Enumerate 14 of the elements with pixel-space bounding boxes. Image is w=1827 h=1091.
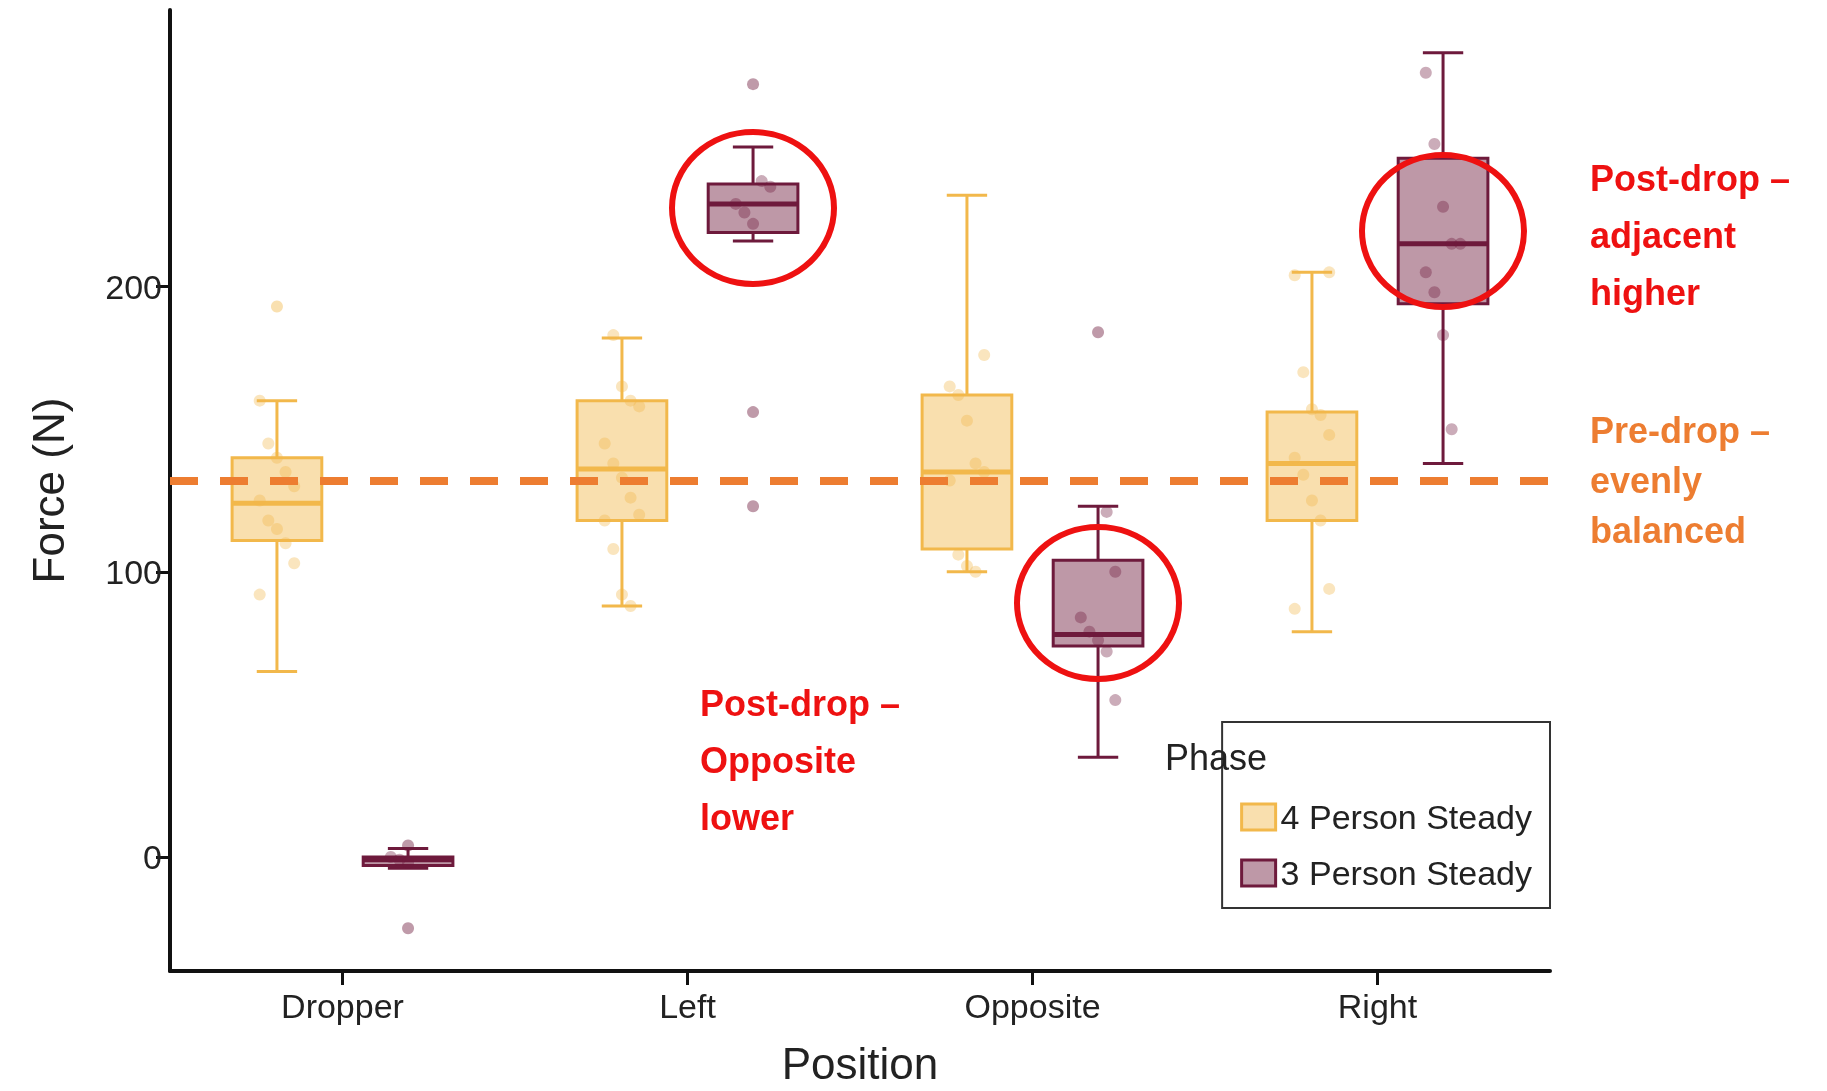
- annotation: Post-drop – Opposite lower: [700, 682, 901, 840]
- x-tick-label: Opposite: [964, 987, 1101, 1025]
- legend-label: 4 Person Steady: [1280, 798, 1533, 836]
- x-tick-label: Left: [659, 987, 717, 1025]
- x-tick-label: Dropper: [281, 987, 404, 1025]
- y-axis-title: Force (N): [23, 397, 73, 584]
- y-tick-label: 0: [143, 837, 162, 876]
- x-axis-title: Position: [781, 1038, 939, 1088]
- legend-label: 3 Person Steady: [1280, 854, 1533, 892]
- x-tick-label: Right: [1337, 987, 1418, 1025]
- y-tick-label: 200: [105, 267, 162, 306]
- ref-line-label: Pre-drop – evenly balanced: [1590, 410, 1781, 552]
- y-tick-label: 100: [105, 552, 162, 591]
- text: Post-drop – adjacent higher: [1590, 157, 1791, 315]
